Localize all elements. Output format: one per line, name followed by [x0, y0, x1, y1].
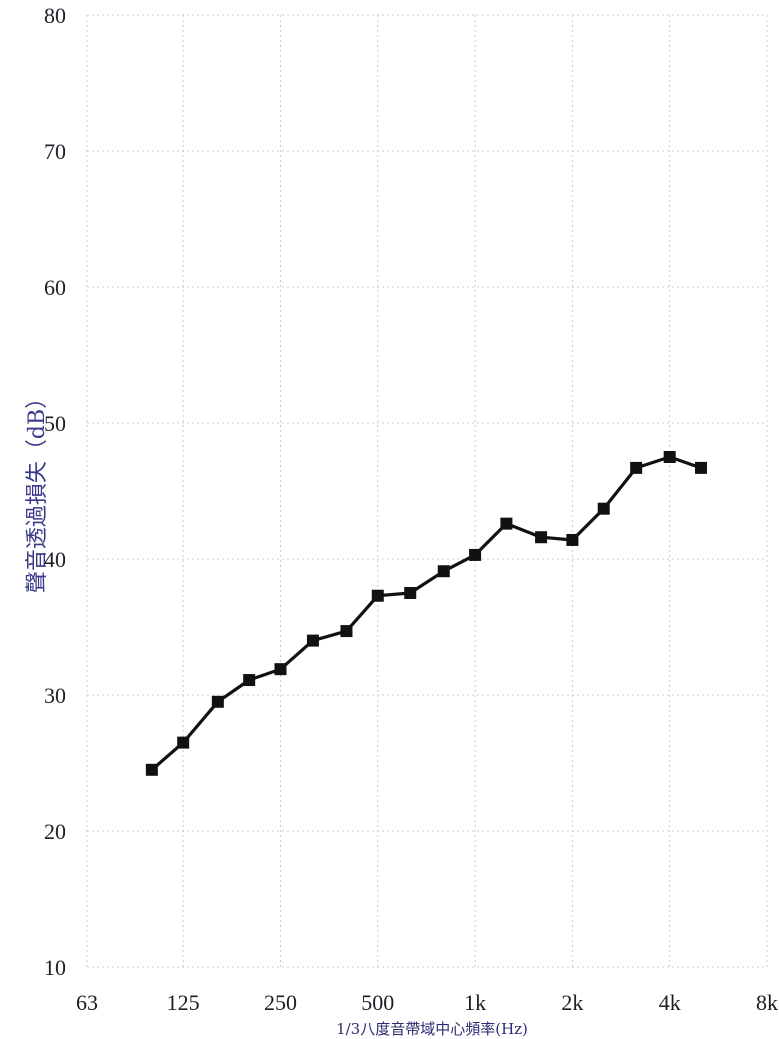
- x-tick-label: 8k: [756, 990, 778, 1015]
- data-point: [371, 589, 384, 602]
- y-tick-label: 20: [44, 819, 66, 844]
- y-tick-label: 70: [44, 139, 66, 164]
- grid: [86, 14, 768, 968]
- x-tick-label: 63: [76, 990, 98, 1015]
- x-axis-label: 1/3八度音帶域中心頻率(Hz): [336, 1020, 528, 1038]
- series: [145, 451, 708, 776]
- y-axis-label: 聲音透過損失（dB）: [25, 387, 50, 593]
- axis-ticks: 10 20 30 40 50 60 70 80 63 125 250 500 1k 2k 4k 8k: [44, 3, 778, 1015]
- x-tick-label: 4k: [659, 990, 681, 1015]
- x-tick-label: 125: [167, 990, 200, 1015]
- x-tick-label: 1k: [464, 990, 486, 1015]
- y-tick-label: 50: [44, 411, 66, 436]
- y-tick-label: 10: [44, 955, 66, 980]
- data-point: [404, 587, 417, 599]
- data-point: [177, 736, 190, 749]
- data-point: [145, 763, 158, 776]
- data-point: [630, 461, 643, 474]
- data-point: [306, 634, 319, 647]
- data-point: [243, 674, 256, 687]
- data-point: [695, 461, 708, 474]
- data-point: [535, 531, 548, 544]
- data-point: [437, 565, 450, 578]
- data-point: [211, 695, 224, 708]
- y-tick-label: 60: [44, 275, 66, 300]
- data-point: [274, 663, 287, 676]
- data-point: [500, 517, 513, 530]
- data-point: [663, 451, 676, 463]
- data-point: [566, 533, 579, 546]
- series-line: [150, 455, 702, 772]
- x-tick-label: 500: [361, 990, 394, 1015]
- data-point: [340, 625, 353, 638]
- y-tick-label: 80: [44, 3, 66, 28]
- x-tick-label: 2k: [561, 990, 583, 1015]
- data-point: [597, 502, 610, 515]
- x-tick-label: 250: [264, 990, 297, 1015]
- y-tick-label: 30: [44, 683, 66, 708]
- data-point: [469, 548, 482, 561]
- y-tick-label: 40: [44, 547, 66, 572]
